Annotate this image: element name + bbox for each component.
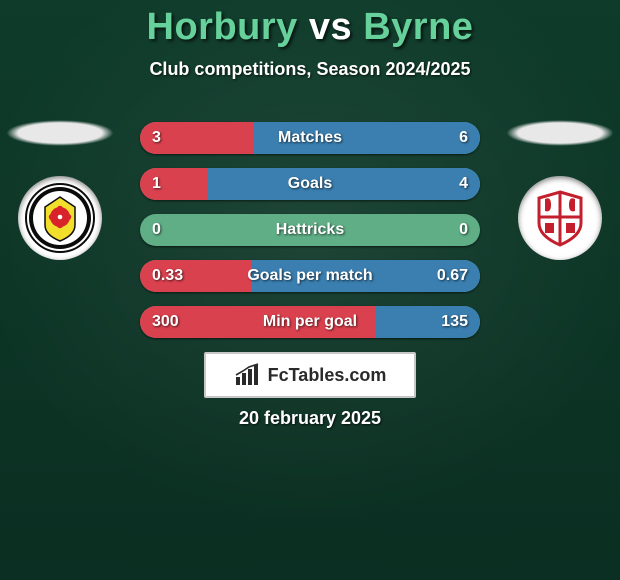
right-team-block xyxy=(500,120,620,260)
bar-row: 300135Min per goal xyxy=(140,306,480,338)
comparison-bars: 36Matches 14Goals 00Hattricks 0.330.67Goals… xyxy=(140,122,480,352)
bar-label: Matches xyxy=(140,122,480,154)
bars-chart-icon xyxy=(234,363,262,387)
oval-shadow-icon xyxy=(6,120,114,146)
oval-shadow-icon xyxy=(506,120,614,146)
bar-row: 14Goals xyxy=(140,168,480,200)
bar-row: 00Hattricks xyxy=(140,214,480,246)
date-text: 20 february 2025 xyxy=(0,408,620,429)
bar-label: Goals xyxy=(140,168,480,200)
bar-label: Goals per match xyxy=(140,260,480,292)
brand-text: FcTables.com xyxy=(268,365,387,386)
chorley-crest xyxy=(18,176,102,260)
crest-left-icon xyxy=(25,183,95,253)
bar-row: 36Matches xyxy=(140,122,480,154)
left-team-block xyxy=(0,120,120,260)
player1-name: Horbury xyxy=(147,6,298,48)
bar-label: Hattricks xyxy=(140,214,480,246)
crest-right-icon xyxy=(525,183,595,253)
bar-row: 0.330.67Goals per match xyxy=(140,260,480,292)
vs-separator: vs xyxy=(309,6,352,48)
bar-label: Min per goal xyxy=(140,306,480,338)
player2-name: Byrne xyxy=(363,6,473,48)
opponent-crest xyxy=(518,176,602,260)
brand-box: FcTables.com xyxy=(204,352,416,398)
comparison-card: Horbury vs Byrne Club competitions, Seas… xyxy=(0,0,620,580)
page-title: Horbury vs Byrne xyxy=(0,0,620,49)
subtitle: Club competitions, Season 2024/2025 xyxy=(0,59,620,80)
